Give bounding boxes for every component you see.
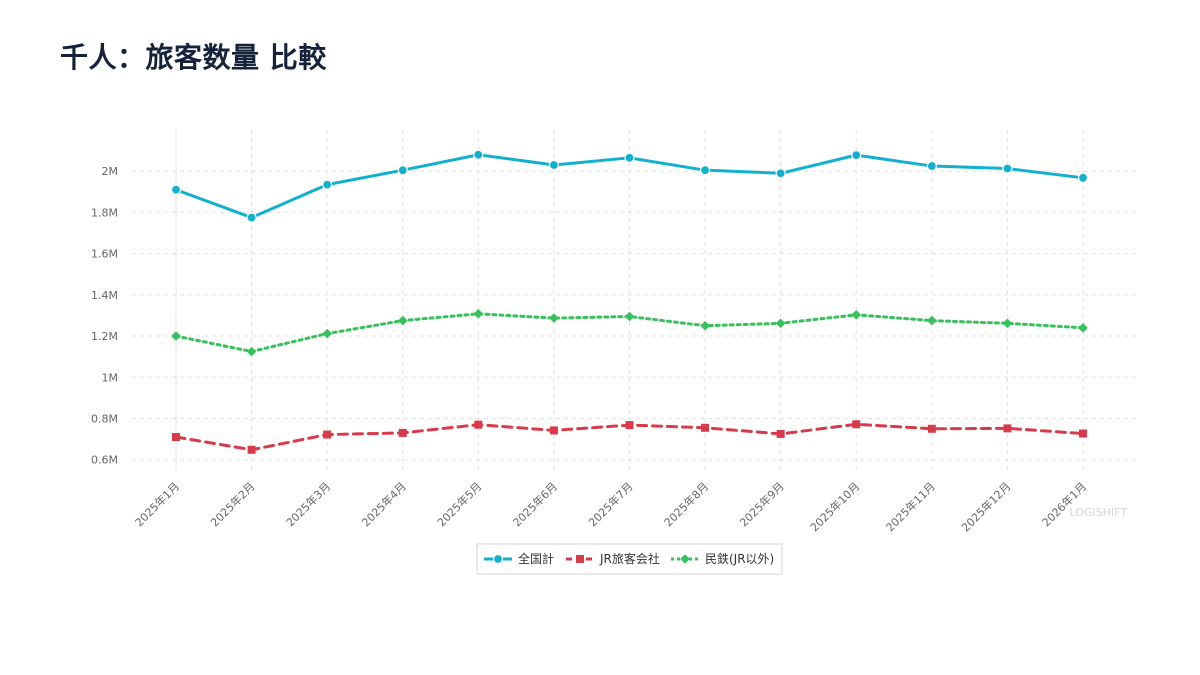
data-point	[473, 309, 484, 319]
data-point	[1002, 318, 1013, 329]
y-axis-tick-labels: 0.6M 0.8M 1M 1.2M 1.4M 1.6M 1.8M 2M	[91, 165, 118, 466]
legend-item: 全国計	[484, 551, 554, 566]
data-point	[398, 428, 407, 437]
legend-item: JR旅客会社	[566, 551, 660, 566]
legend-label: 全国計	[518, 551, 554, 566]
series-3	[171, 309, 1088, 357]
x-tick-label: 2025年3月	[283, 479, 333, 529]
data-point	[473, 149, 484, 160]
data-point	[1003, 424, 1012, 433]
data-point	[701, 423, 710, 432]
data-point	[625, 421, 634, 430]
x-tick-label: 2025年8月	[661, 479, 711, 529]
legend-marker	[492, 553, 504, 565]
x-tick-label: 2025年9月	[737, 479, 787, 529]
legend-marker	[680, 554, 690, 564]
data-point	[1078, 323, 1088, 333]
data-point	[700, 320, 710, 331]
data-point	[549, 426, 558, 435]
data-point	[474, 420, 483, 429]
data-point	[927, 315, 937, 326]
data-point	[246, 346, 257, 357]
data-point	[851, 310, 862, 320]
series-2	[172, 420, 1087, 454]
data-point	[699, 165, 711, 176]
grid-lines	[132, 130, 1138, 470]
data-point	[1079, 429, 1087, 438]
data-point	[322, 179, 333, 190]
page-title: 千人：旅客数量 比較	[60, 41, 327, 74]
y-tick-label: 1.4M	[91, 289, 118, 302]
y-tick-label: 1.2M	[91, 330, 118, 343]
x-tick-label: 2025年1月	[132, 479, 182, 529]
data-point	[624, 311, 635, 322]
data-point	[1077, 172, 1089, 183]
data-point	[852, 420, 861, 429]
data-point	[172, 433, 180, 442]
x-tick-label: 2025年4月	[359, 479, 409, 529]
legend-box	[476, 543, 783, 575]
x-tick-label: 2025年12月	[958, 479, 1013, 534]
y-tick-label: 0.8M	[91, 412, 118, 425]
data-point	[926, 160, 937, 172]
y-tick-label: 0.6M	[91, 454, 118, 467]
y-tick-label: 1.8M	[91, 206, 118, 219]
data-point	[548, 159, 560, 171]
data-point	[397, 165, 408, 176]
series-layer	[170, 149, 1089, 454]
legend-marker	[576, 555, 584, 563]
y-tick-label: 2M	[102, 165, 119, 178]
x-tick-label: 2025年6月	[510, 479, 560, 529]
data-point	[171, 331, 181, 341]
data-point	[247, 445, 256, 454]
x-tick-label: 2025年11月	[883, 479, 938, 534]
x-axis-tick-labels: 2025年1月 2025年2月 2025年3月 2025年4月 2025年5月 2025年…	[132, 479, 1089, 534]
data-point	[322, 328, 332, 339]
data-point	[776, 429, 785, 438]
legend-label: 民鉄(JR以外)	[705, 551, 774, 566]
data-point	[927, 424, 936, 433]
data-point	[1002, 163, 1013, 174]
data-point	[775, 318, 786, 329]
x-tick-label: 2025年7月	[585, 479, 635, 529]
data-point	[775, 168, 786, 179]
legend-label: JR旅客会社	[599, 551, 660, 566]
y-tick-label: 1.6M	[91, 248, 118, 261]
legend-item: 民鉄(JR以外)	[671, 551, 774, 566]
watermark: LOGISHIFT	[1069, 506, 1127, 519]
x-tick-label: 2025年2月	[208, 479, 258, 529]
data-point	[246, 212, 257, 223]
x-tick-label: 2025年10月	[807, 479, 862, 534]
data-point	[397, 315, 408, 326]
y-tick-label: 1M	[102, 371, 119, 384]
data-point	[323, 430, 332, 439]
data-point	[624, 152, 635, 163]
x-tick-label: 2025年5月	[434, 479, 484, 529]
legend: 全国計 JR旅客会社 民鉄(JR以外)	[476, 543, 783, 575]
data-point	[549, 313, 559, 323]
data-point	[170, 184, 182, 195]
series-1	[170, 149, 1089, 223]
data-point	[851, 150, 862, 161]
x-tick-label: 2026年1月	[1039, 479, 1089, 529]
